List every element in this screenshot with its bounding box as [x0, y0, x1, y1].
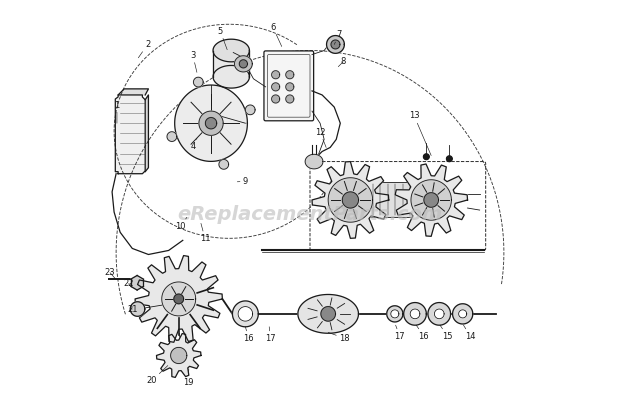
Polygon shape [118, 89, 148, 95]
Polygon shape [145, 95, 148, 172]
Polygon shape [446, 156, 452, 162]
Polygon shape [321, 306, 335, 321]
Polygon shape [193, 77, 203, 87]
Polygon shape [286, 71, 294, 79]
Polygon shape [239, 60, 247, 68]
Text: 16: 16 [243, 327, 254, 343]
Polygon shape [459, 310, 467, 318]
Polygon shape [131, 275, 143, 290]
Polygon shape [428, 303, 451, 325]
Text: 18: 18 [328, 333, 350, 343]
Polygon shape [162, 282, 196, 316]
Polygon shape [232, 301, 259, 327]
Text: 1: 1 [114, 100, 120, 123]
Text: 9: 9 [237, 177, 248, 186]
Polygon shape [205, 118, 217, 129]
Text: 3: 3 [190, 51, 197, 72]
Polygon shape [115, 95, 145, 174]
Polygon shape [331, 40, 340, 49]
Polygon shape [312, 162, 389, 238]
Text: 20: 20 [146, 366, 168, 386]
Text: 7: 7 [334, 30, 342, 44]
Polygon shape [135, 255, 223, 342]
Text: 16: 16 [416, 325, 429, 341]
Polygon shape [272, 95, 280, 103]
Polygon shape [327, 35, 344, 53]
Polygon shape [219, 160, 229, 169]
Text: 17: 17 [265, 327, 276, 343]
Text: 13: 13 [409, 111, 431, 155]
Polygon shape [298, 295, 358, 333]
Text: 4: 4 [190, 139, 197, 151]
Polygon shape [411, 180, 451, 220]
Text: eReplacementParts.com: eReplacementParts.com [177, 204, 443, 224]
Text: 12: 12 [315, 128, 326, 147]
Polygon shape [395, 164, 467, 236]
Polygon shape [238, 306, 252, 321]
Text: 21: 21 [127, 304, 138, 313]
Polygon shape [175, 85, 247, 162]
Polygon shape [453, 304, 473, 324]
Text: 19: 19 [183, 369, 193, 387]
Polygon shape [246, 105, 255, 115]
Text: 8: 8 [339, 57, 346, 67]
Polygon shape [213, 51, 249, 77]
Text: 2: 2 [138, 40, 150, 58]
Text: 6: 6 [270, 22, 281, 47]
Text: 5: 5 [218, 27, 227, 50]
Polygon shape [286, 83, 294, 91]
Bar [350, 182, 425, 217]
Polygon shape [286, 95, 294, 103]
Polygon shape [272, 83, 280, 91]
Polygon shape [387, 306, 403, 322]
Text: 22: 22 [123, 279, 133, 288]
Polygon shape [199, 111, 223, 135]
Polygon shape [424, 193, 438, 207]
Polygon shape [410, 309, 420, 319]
Polygon shape [435, 309, 444, 319]
Polygon shape [170, 347, 187, 364]
Polygon shape [213, 39, 249, 62]
Text: 14: 14 [464, 325, 476, 341]
Text: 17: 17 [394, 325, 405, 341]
Text: 11: 11 [200, 224, 210, 243]
Polygon shape [404, 303, 427, 325]
Polygon shape [167, 132, 177, 142]
Polygon shape [156, 333, 201, 377]
Text: 15: 15 [440, 325, 453, 341]
Polygon shape [305, 154, 323, 169]
Text: 10: 10 [175, 217, 187, 231]
Polygon shape [423, 154, 429, 160]
Text: 23: 23 [105, 268, 115, 279]
Polygon shape [328, 178, 373, 222]
Polygon shape [272, 71, 280, 79]
FancyBboxPatch shape [264, 51, 314, 121]
Polygon shape [130, 302, 145, 316]
Polygon shape [234, 56, 252, 72]
Polygon shape [391, 310, 399, 318]
Polygon shape [174, 294, 184, 304]
Polygon shape [213, 65, 249, 88]
Polygon shape [342, 192, 358, 208]
